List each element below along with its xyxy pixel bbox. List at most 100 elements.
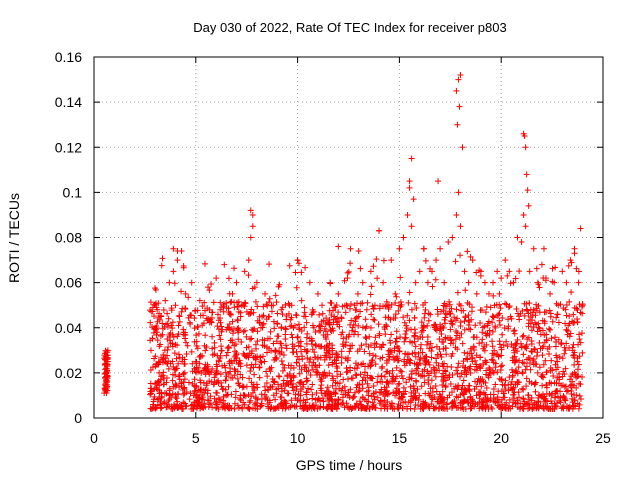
band-marker	[536, 284, 543, 291]
band-marker	[438, 373, 445, 380]
band-marker	[318, 387, 325, 394]
data-marker	[104, 347, 111, 354]
band-marker	[428, 354, 435, 361]
band-marker	[495, 311, 502, 318]
band-marker	[229, 360, 236, 367]
band-marker	[285, 362, 292, 369]
band-marker	[385, 351, 392, 358]
band-marker	[306, 404, 313, 411]
band-marker	[359, 324, 366, 331]
band-marker	[443, 311, 450, 318]
band-marker	[365, 392, 372, 399]
band-marker	[306, 335, 313, 342]
data-marker	[518, 239, 525, 246]
band-marker	[539, 352, 546, 359]
band-marker	[149, 364, 156, 371]
band-marker	[292, 311, 299, 318]
band-marker	[239, 374, 246, 381]
band-marker	[371, 393, 378, 400]
band-marker	[407, 357, 414, 364]
band-marker	[489, 357, 496, 364]
band-marker	[231, 299, 238, 306]
band-marker	[576, 353, 583, 360]
band-marker	[183, 339, 190, 346]
band-marker	[516, 313, 523, 320]
band-marker	[352, 371, 359, 378]
band-marker	[291, 343, 298, 350]
band-marker	[448, 318, 455, 325]
band-marker	[547, 405, 554, 412]
band-marker	[540, 361, 547, 368]
band-marker	[433, 367, 440, 374]
band-marker	[178, 308, 185, 315]
band-marker	[543, 331, 550, 338]
band-marker	[243, 308, 250, 315]
band-marker	[488, 356, 495, 363]
band-marker	[165, 315, 172, 322]
band-marker	[472, 322, 479, 329]
band-marker	[439, 388, 446, 395]
data-marker	[282, 336, 289, 343]
y-tick-label: 0.08	[55, 230, 82, 246]
band-marker	[215, 380, 222, 387]
band-marker	[240, 350, 247, 357]
band-marker	[484, 322, 491, 329]
band-marker	[501, 394, 508, 401]
data-marker	[249, 223, 256, 230]
band-marker	[568, 289, 575, 296]
band-marker	[439, 360, 446, 367]
band-marker	[330, 377, 337, 384]
band-marker	[304, 396, 311, 403]
band-marker	[535, 398, 542, 405]
band-marker	[574, 358, 581, 365]
band-marker	[315, 395, 322, 402]
band-marker	[381, 373, 388, 380]
band-marker	[386, 337, 393, 344]
band-marker	[173, 382, 180, 389]
band-marker	[526, 378, 533, 385]
band-marker	[454, 386, 461, 393]
band-marker	[336, 385, 343, 392]
band-marker	[490, 395, 497, 402]
band-marker	[447, 326, 454, 333]
band-marker	[264, 397, 271, 404]
band-marker	[527, 366, 534, 373]
band-marker	[173, 395, 180, 402]
band-marker	[439, 405, 446, 412]
band-marker	[239, 405, 246, 412]
band-marker	[399, 404, 406, 411]
band-marker	[351, 393, 358, 400]
band-marker	[292, 269, 299, 276]
band-marker	[433, 388, 440, 395]
data-marker	[245, 257, 252, 264]
band-marker	[558, 339, 565, 346]
band-marker	[256, 364, 263, 371]
band-marker	[267, 383, 274, 390]
band-marker	[373, 256, 380, 263]
band-marker	[479, 329, 486, 336]
band-marker	[376, 305, 383, 312]
band-marker	[274, 333, 281, 340]
band-marker	[213, 370, 220, 377]
band-marker	[419, 349, 426, 356]
band-marker	[197, 377, 204, 384]
band-marker	[222, 369, 229, 376]
band-marker	[188, 348, 195, 355]
data-marker	[473, 290, 480, 297]
band-marker	[294, 353, 301, 360]
band-marker	[528, 397, 535, 404]
band-marker	[264, 373, 271, 380]
data-marker	[522, 144, 529, 151]
band-marker	[371, 317, 378, 324]
band-marker	[415, 361, 422, 368]
band-marker	[415, 335, 422, 342]
band-marker	[554, 311, 561, 318]
band-marker	[279, 402, 286, 409]
band-marker	[349, 324, 356, 331]
band-marker	[345, 404, 352, 411]
band-marker	[210, 299, 217, 306]
band-marker	[563, 388, 570, 395]
band-marker	[578, 330, 585, 337]
band-marker	[281, 364, 288, 371]
band-marker	[463, 355, 470, 362]
